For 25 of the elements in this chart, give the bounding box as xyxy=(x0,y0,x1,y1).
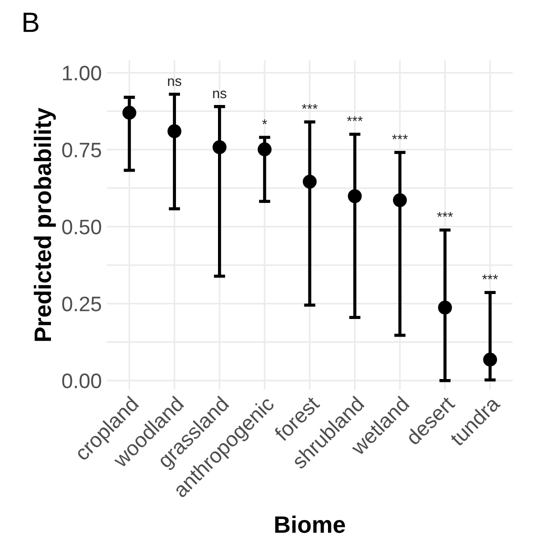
point xyxy=(392,193,407,208)
point xyxy=(122,106,136,120)
annotation: *** xyxy=(392,134,408,140)
y-tick-label: 0.25 xyxy=(62,296,102,312)
y-tick-label: 0.00 xyxy=(62,374,102,388)
point xyxy=(483,352,498,367)
annotation: *** xyxy=(346,116,363,122)
point xyxy=(167,124,182,138)
point xyxy=(438,300,452,315)
annotation: *** xyxy=(302,104,318,109)
y-tick-label: 0.75 xyxy=(62,142,102,158)
point xyxy=(212,140,226,154)
y-tick-label: 0.50 xyxy=(62,220,102,234)
point xyxy=(258,142,272,156)
x-axis-title: Biome xyxy=(275,516,345,533)
point xyxy=(302,174,317,189)
annotation: * xyxy=(262,119,268,124)
y-tick-label: 1.00 xyxy=(62,66,102,80)
point xyxy=(348,189,362,204)
annotation: *** xyxy=(482,274,498,280)
annotation: ns xyxy=(213,90,226,98)
chart-title: B xyxy=(24,12,38,32)
y-axis-title: Predicted probability xyxy=(34,108,56,341)
annotation: ns xyxy=(168,78,182,86)
annotation: *** xyxy=(437,212,453,217)
